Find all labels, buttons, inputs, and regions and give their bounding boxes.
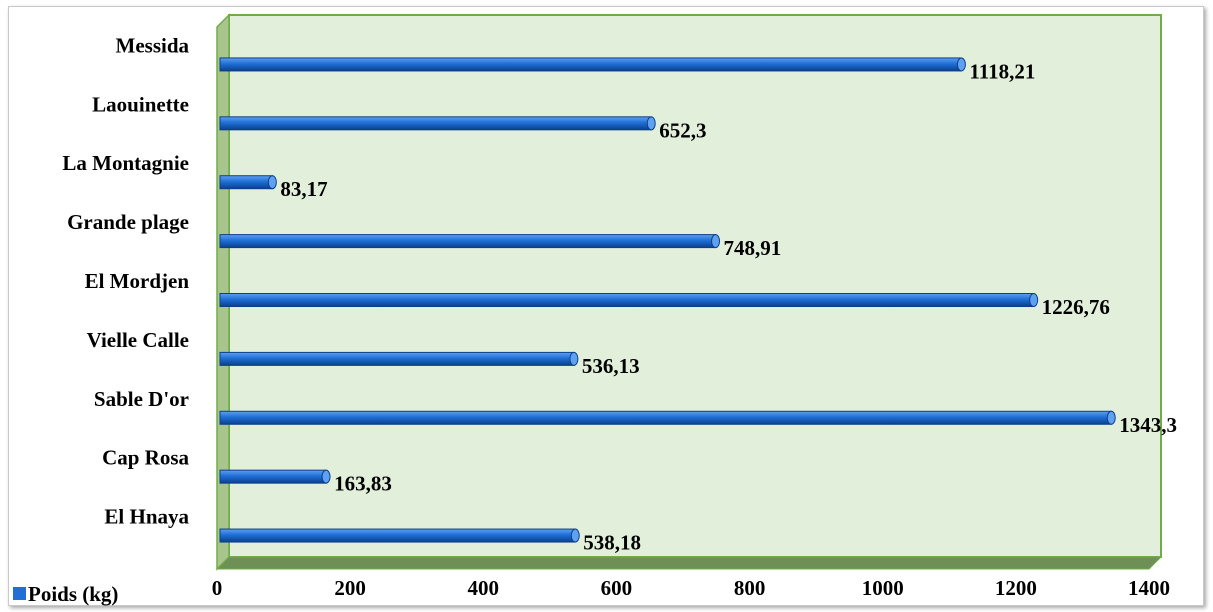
bar-7 xyxy=(219,116,656,131)
bar-end-cap xyxy=(956,57,966,72)
category-label: El Mordjen xyxy=(85,269,190,293)
data-label: 1226,76 xyxy=(1042,295,1110,319)
bar-end-cap xyxy=(646,116,656,131)
data-label: 1118,21 xyxy=(969,59,1035,83)
bar-body xyxy=(219,57,962,72)
plot-floor xyxy=(215,556,1163,570)
x-tick-label: 1400 xyxy=(1128,576,1170,600)
bar-chart: Messida Laouinette La Montagnie Grande plag… xyxy=(13,13,1177,606)
data-label: 536,13 xyxy=(582,354,640,378)
legend: Poids (kg) xyxy=(13,582,118,606)
x-tick-label: 1000 xyxy=(862,576,904,600)
bar-6 xyxy=(219,175,277,190)
bar-body xyxy=(219,528,576,543)
data-label: 83,17 xyxy=(280,177,327,201)
x-tick-label: 800 xyxy=(734,576,766,600)
bar-body xyxy=(219,234,717,249)
category-label: Messida xyxy=(116,33,190,57)
x-tick-label: 200 xyxy=(334,576,366,600)
bar-1 xyxy=(219,469,331,484)
bar-end-cap xyxy=(711,234,721,249)
bar-4 xyxy=(219,293,1039,307)
bar-end-cap xyxy=(321,469,331,484)
bar-body xyxy=(219,175,273,190)
x-tick-label: 0 xyxy=(212,576,223,600)
bar-end-cap xyxy=(1029,293,1039,307)
bar-end-cap xyxy=(1106,410,1116,425)
data-label: 652,3 xyxy=(659,118,706,142)
bar-end-cap xyxy=(267,175,277,190)
bar-8 xyxy=(219,57,966,72)
category-label: La Montagnie xyxy=(62,151,189,175)
data-label: 1343,3 xyxy=(1119,413,1177,437)
category-label: Vielle Calle xyxy=(87,328,189,352)
bar-2 xyxy=(219,410,1116,425)
data-label: 748,91 xyxy=(724,236,782,260)
category-label: Laouinette xyxy=(92,92,189,116)
data-label: 538,18 xyxy=(583,531,641,555)
chart-frame: Messida Laouinette La Montagnie Grande plag… xyxy=(8,6,1204,606)
x-tick-label: 1200 xyxy=(995,576,1037,600)
bar-3 xyxy=(219,351,579,366)
plot-side-wall xyxy=(216,13,230,571)
bar-end-cap xyxy=(570,528,580,543)
bar-end-cap xyxy=(569,351,579,366)
bar-body xyxy=(219,469,327,484)
bar-body xyxy=(219,410,1112,425)
bar-body xyxy=(219,116,652,131)
bar-body xyxy=(219,351,575,366)
x-tick-label: 600 xyxy=(601,576,633,600)
category-label: El Hnaya xyxy=(104,505,189,529)
category-label: Grande plage xyxy=(67,210,189,234)
legend-swatch xyxy=(13,587,26,600)
data-label: 163,83 xyxy=(334,472,392,496)
category-label: Cap Rosa xyxy=(102,446,189,470)
bar-0 xyxy=(219,528,580,543)
legend-label: Poids (kg) xyxy=(28,582,118,606)
category-label: Sable D'or xyxy=(94,387,189,411)
x-tick-label: 400 xyxy=(468,576,500,600)
bar-5 xyxy=(219,234,721,249)
bar-body xyxy=(219,293,1035,307)
